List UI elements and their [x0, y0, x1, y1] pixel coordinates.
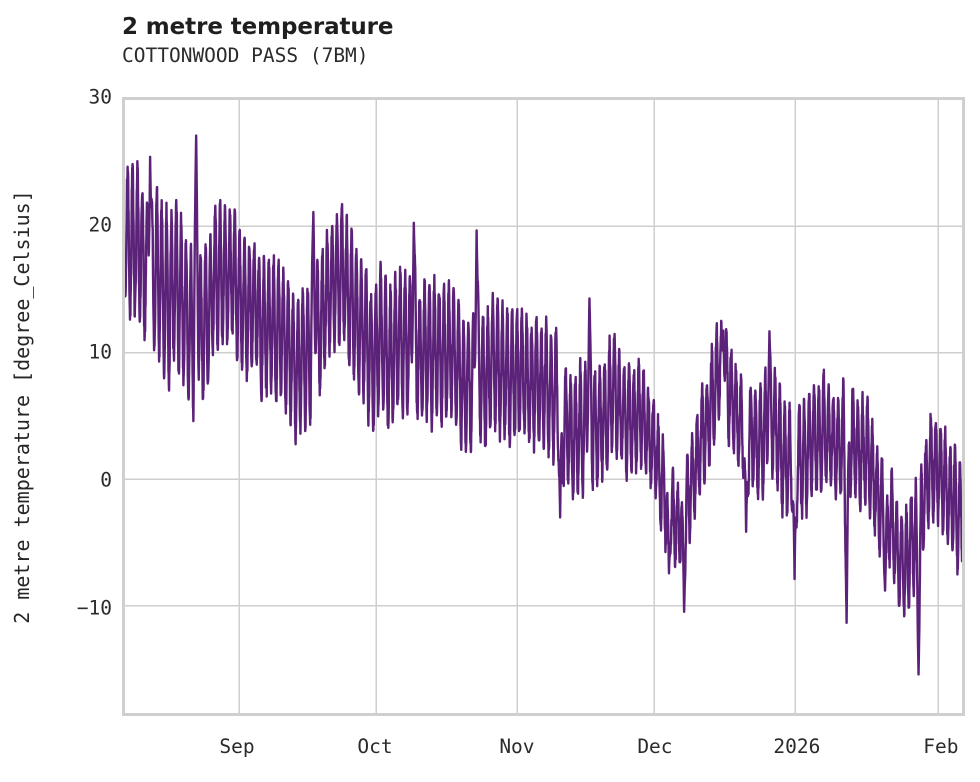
- x-tick-label: 2026: [773, 735, 821, 758]
- plot-canvas: [125, 100, 962, 713]
- y-tick-label: 0: [100, 468, 112, 492]
- x-tick-label: Oct: [357, 735, 393, 758]
- x-tick-label: Feb: [923, 735, 959, 758]
- plot-area: [122, 97, 965, 716]
- title-block: 2 metre temperature COTTONWOOD PASS (7BM…: [122, 14, 882, 69]
- y-tick-label: 20: [88, 213, 112, 237]
- temperature-series-line: [125, 136, 962, 675]
- chart-subtitle: COTTONWOOD PASS (7BM): [122, 44, 369, 67]
- x-tick-label: Dec: [637, 735, 673, 758]
- y-tick-label: 10: [88, 340, 112, 364]
- y-tick-label: 30: [88, 85, 112, 109]
- x-tick-label: Sep: [219, 735, 255, 758]
- y-tick-label: −10: [76, 596, 112, 619]
- x-tick-label: Nov: [499, 735, 535, 758]
- gridlines: [125, 100, 962, 713]
- y-axis-ticks: 30 20 10 0 −10: [46, 0, 112, 782]
- page-title: 2 metre temperature: [122, 14, 394, 40]
